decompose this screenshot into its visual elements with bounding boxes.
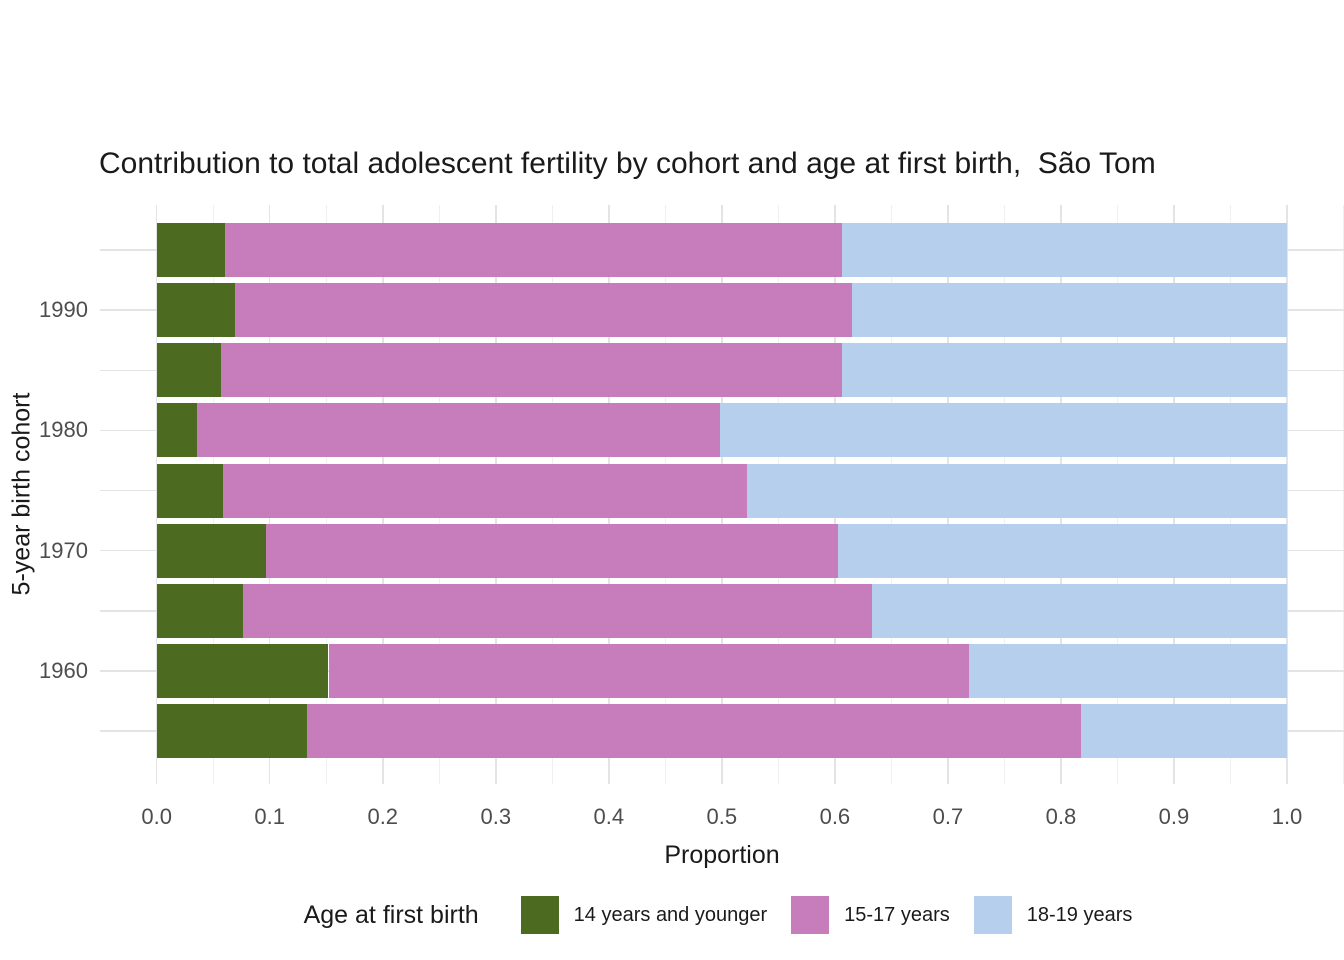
bar-segment-18-19-years bbox=[872, 583, 1287, 638]
bar-segment-14-years-and-younger bbox=[156, 343, 222, 398]
chart-title: Contribution to total adolescent fertili… bbox=[99, 147, 1156, 180]
bar-segment-15-17-years bbox=[266, 523, 839, 578]
y-tick-label: 1960 bbox=[39, 657, 88, 683]
y-tick-label: 1970 bbox=[39, 537, 88, 563]
legend-title: Age at first birth bbox=[303, 900, 479, 929]
legend-item-label: 15-17 years bbox=[844, 903, 950, 926]
x-tick-label: 0.4 bbox=[593, 804, 625, 829]
bar-segment-18-19-years bbox=[838, 523, 1287, 578]
bar-segment-15-17-years bbox=[242, 583, 873, 638]
x-tick-label: 0.5 bbox=[706, 804, 738, 829]
legend-swatch bbox=[973, 896, 1012, 934]
bar-segment-18-19-years bbox=[841, 223, 1287, 278]
bar-segment-14-years-and-younger bbox=[156, 704, 308, 759]
x-tick-label: 0.1 bbox=[254, 804, 286, 829]
bar-segment-14-years-and-younger bbox=[156, 523, 267, 578]
bar-segment-15-17-years bbox=[223, 463, 747, 518]
x-tick-label: 0.0 bbox=[141, 804, 172, 829]
bar-segment-14-years-and-younger bbox=[156, 223, 225, 278]
bar-segment-15-17-years bbox=[307, 704, 1082, 759]
x-axis-title: Proportion bbox=[664, 841, 780, 869]
legend-item: 18-19 years bbox=[973, 896, 1133, 934]
legend-item: 14 years and younger bbox=[520, 896, 768, 934]
bar-segment-18-19-years bbox=[719, 403, 1287, 458]
legend-swatch bbox=[520, 896, 559, 934]
y-tick-label: 1980 bbox=[39, 417, 88, 443]
bar-segment-14-years-and-younger bbox=[156, 583, 243, 638]
legend-item: 15-17 years bbox=[791, 896, 950, 934]
bar-segment-15-17-years bbox=[197, 403, 720, 458]
x-tick-label: 0.7 bbox=[932, 804, 964, 829]
legend-swatch bbox=[791, 896, 830, 934]
x-tick-label: 0.9 bbox=[1158, 804, 1190, 829]
bar-segment-15-17-years bbox=[328, 643, 970, 698]
legend-item-label: 18-19 years bbox=[1026, 903, 1133, 926]
x-tick-label: 0.3 bbox=[480, 804, 512, 829]
x-tick-label: 0.6 bbox=[819, 804, 851, 829]
bar-segment-15-17-years bbox=[234, 283, 852, 338]
bar-segment-18-19-years bbox=[841, 343, 1287, 398]
bar-segment-14-years-and-younger bbox=[156, 643, 329, 698]
legend-items: 14 years and younger 15-17 years 18-19 yea… bbox=[497, 896, 1133, 934]
y-tick-label: 1990 bbox=[39, 297, 88, 323]
bar-segment-14-years-and-younger bbox=[156, 463, 224, 518]
bar-segment-15-17-years bbox=[224, 223, 842, 278]
bar-segment-14-years-and-younger bbox=[156, 283, 235, 338]
bar-segment-18-19-years bbox=[1081, 704, 1287, 759]
bar-segment-14-years-and-younger bbox=[156, 403, 198, 458]
bar-segment-15-17-years bbox=[221, 343, 842, 398]
gridline-major-x bbox=[1286, 205, 1288, 784]
plot-panel bbox=[99, 205, 1344, 784]
legend-item-label: 14 years and younger bbox=[573, 903, 768, 926]
bar-segment-18-19-years bbox=[851, 283, 1287, 338]
bar-segment-18-19-years bbox=[746, 463, 1287, 518]
x-tick-label: 1.0 bbox=[1271, 804, 1303, 829]
x-tick-label: 0.8 bbox=[1045, 804, 1077, 829]
legend: Age at first birth 14 years and younger 1… bbox=[46, 896, 1344, 934]
bar-segment-18-19-years bbox=[969, 643, 1287, 698]
x-tick-label: 0.2 bbox=[367, 804, 399, 829]
